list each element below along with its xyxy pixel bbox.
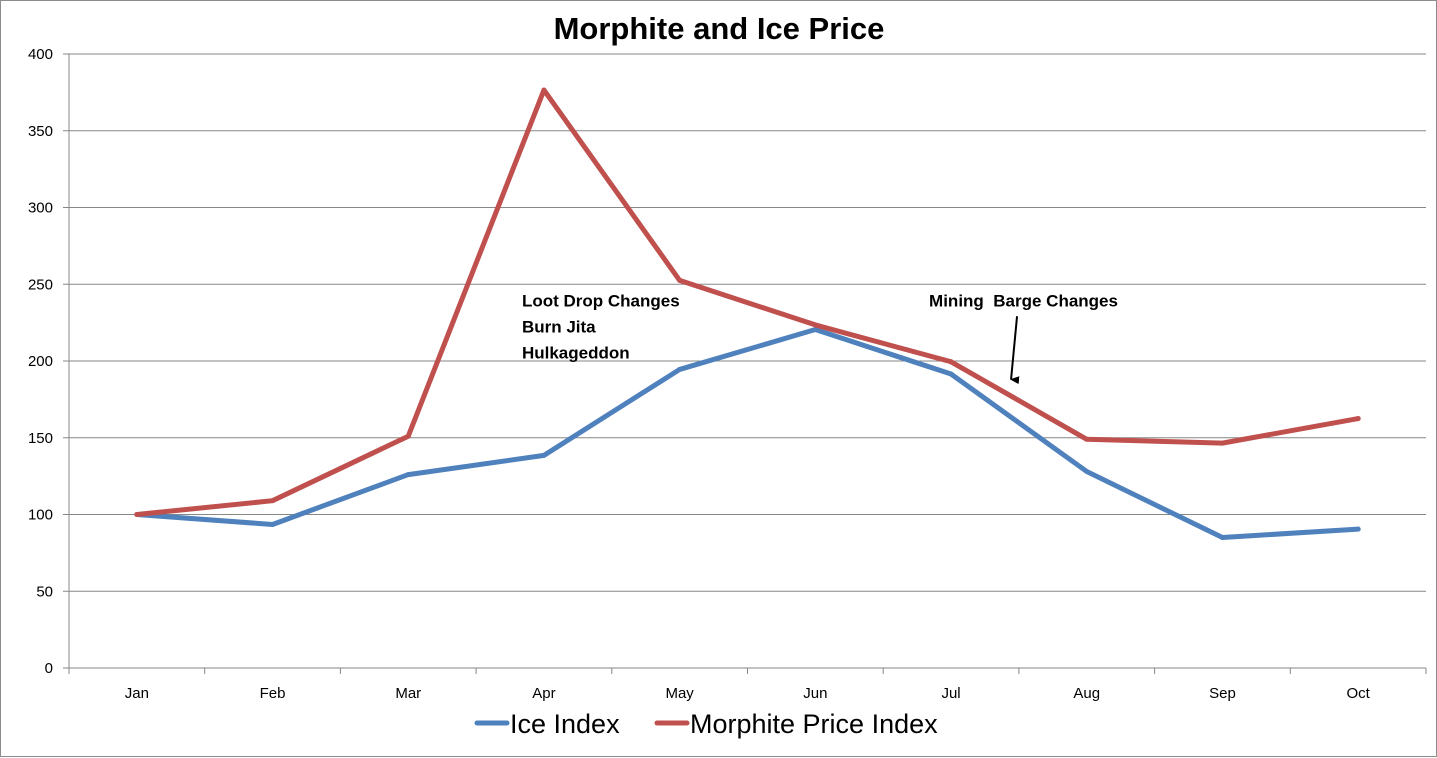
x-tick-label: Aug: [1073, 685, 1100, 702]
data-point: [948, 371, 954, 377]
x-tick-label: Jan: [125, 685, 149, 702]
data-point: [541, 87, 547, 93]
annotation-text: Mining Barge Changes: [929, 291, 1118, 310]
x-tick-label: Apr: [532, 685, 555, 702]
x-tick-label: Mar: [395, 685, 421, 702]
data-point: [405, 433, 411, 439]
x-tick-label: Jul: [941, 685, 960, 702]
y-tick-label: 400: [28, 46, 53, 63]
data-point: [1219, 535, 1225, 541]
data-point: [1355, 416, 1361, 422]
x-tick-label: May: [665, 685, 694, 702]
data-point: [1355, 526, 1361, 532]
axes: 0 50 100 150 200 250 300 350 400 Jan Feb Mar Apr May J…: [28, 46, 1427, 702]
data-point: [1219, 440, 1225, 446]
annotations: Loot Drop Changes Burn Jita Hulkageddon Min…: [522, 291, 1118, 385]
data-point: [270, 521, 276, 527]
x-tick-label: Sep: [1209, 685, 1236, 702]
annotation-text: Loot Drop Changes: [522, 291, 680, 310]
annotation-text: Hulkageddon: [522, 343, 630, 362]
y-tick-label: 50: [36, 583, 53, 600]
chart-title: Morphite and Ice Price: [554, 11, 885, 46]
x-tick-label: Feb: [260, 685, 286, 702]
x-tick-label: Jun: [803, 685, 827, 702]
data-point: [270, 498, 276, 504]
series-line-1: [134, 327, 1361, 541]
data-point: [1084, 469, 1090, 475]
y-tick-label: 0: [45, 660, 53, 677]
series-line-2: [134, 87, 1361, 517]
gridlines: [69, 53, 1426, 592]
y-tick-label: 300: [28, 200, 53, 217]
y-tick-label: 200: [28, 353, 53, 370]
legend-label: Morphite Price Index: [690, 709, 938, 739]
annotation-arrow: [1010, 316, 1020, 385]
legend: Ice Index Morphite Price Index: [474, 709, 938, 739]
data-point: [812, 322, 818, 328]
data-point: [948, 359, 954, 365]
legend-label: Ice Index: [510, 709, 620, 739]
data-point: [812, 327, 818, 333]
data-point: [677, 366, 683, 372]
data-point: [134, 512, 140, 517]
data-point: [677, 277, 683, 283]
annotation-text: Burn Jita: [522, 317, 596, 336]
series-lines: [134, 87, 1361, 541]
y-tick-label: 350: [28, 123, 53, 140]
y-tick-label: 100: [28, 507, 53, 524]
x-tick-label: Oct: [1346, 685, 1370, 702]
y-tick-label: 250: [28, 276, 53, 293]
data-point: [405, 472, 411, 478]
y-tick-label: 150: [28, 430, 53, 447]
data-point: [1084, 436, 1090, 442]
data-point: [541, 452, 547, 458]
